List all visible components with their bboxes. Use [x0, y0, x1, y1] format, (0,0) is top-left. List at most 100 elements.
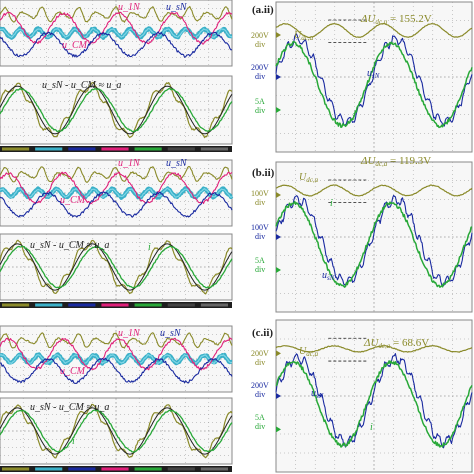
scale2-c: 200V [251, 381, 269, 390]
right-b-ch2-marker [276, 234, 281, 240]
left-b-bottom-i-trace [0, 245, 233, 289]
udc-label-b: Udc,a [299, 172, 319, 184]
right-c-ch1-marker [276, 350, 281, 357]
right-a-scope [275, 1, 473, 153]
left-c-bottom-status-swatch [2, 467, 30, 471]
right-b-ch1-marker [276, 192, 281, 198]
scale3-a: 5A [255, 97, 265, 106]
right-c-scope [275, 319, 473, 473]
scale2-a: 200V [251, 63, 269, 72]
usn-top-label-a: u_sN [166, 2, 188, 13]
i-left-c: i [72, 436, 75, 447]
right-b-i-trace [275, 200, 473, 288]
formula-a: u_sN - u_CM ≈ u_a [42, 80, 121, 91]
u1n-label-b: u_1N [118, 158, 141, 169]
delta-label-c: ΔUdc,a = 68.6V [363, 337, 429, 350]
right-a-labels: (a.ii) ΔUdc,a = 155.2V Udc,a 200V div 20… [251, 4, 432, 123]
i-left-a: i [68, 115, 71, 126]
usn-top-label-b: u_sN [166, 158, 188, 169]
div2-b: div [255, 232, 265, 241]
right-a-ch3-marker [276, 107, 281, 113]
div2-a: div [255, 72, 265, 81]
right-b-labels: (b.ii) ΔUdc,a = 119.3V Udc,a 100V div 10… [251, 155, 431, 282]
left-b-top-scope [0, 159, 234, 227]
left-a-bottom-ua-trace [0, 81, 233, 139]
scale1-b: 100V [251, 189, 269, 198]
right-b-ch3-marker [276, 267, 281, 273]
delta-label-a: ΔUdc,a = 155.2V [360, 13, 432, 26]
right-b-usn-trace [275, 194, 473, 287]
right-a-i-trace [275, 40, 473, 129]
left-c-top-u1n-trace [0, 332, 233, 349]
left-a-bottom-status-swatch [2, 147, 30, 151]
left-c-bottom-status-swatch [134, 467, 162, 471]
panel-id-c: (c.ii) [252, 327, 273, 339]
left-c-bottom-scope [0, 397, 233, 472]
formula-c: u_sN - u_CM ≈ u_a [30, 402, 109, 413]
usn-label-b: usN [322, 270, 335, 282]
left-a-labels: u_1N u_sN u_CM u_sN - u_CM ≈ u_a i [42, 2, 188, 126]
usn-label-a: usN [367, 68, 380, 80]
left-c-bottom-status-swatch [35, 467, 63, 471]
left-a-bottom-status-swatch [134, 147, 162, 151]
left-b-bottom-status-swatch [200, 303, 228, 307]
left-a-top-u1n-trace [0, 5, 233, 23]
right-c-ch2-marker [276, 392, 281, 399]
left-c-bottom-ua-trace [0, 403, 233, 459]
left-a-bottom-status-swatch [167, 147, 195, 151]
div1-a: div [255, 40, 265, 49]
left-c-bottom-status-swatch [101, 467, 129, 471]
i-left-b: i [148, 242, 151, 253]
u1n-label-c: u_1N [118, 328, 141, 339]
scale1-a: 200V [251, 31, 269, 40]
formula-b: u_sN - u_CM ≈ u_a [30, 240, 109, 251]
right-b-udc-trace [275, 184, 473, 197]
left-a-bottom-i-trace [0, 87, 233, 133]
left-a-bottom-status-swatch [200, 147, 228, 151]
left-c-bottom-status-swatch [68, 467, 96, 471]
scale1-c: 200V [251, 349, 269, 358]
left-c-top-scope [0, 325, 233, 393]
delta-label-b: ΔUdc,a = 119.3V [360, 155, 431, 168]
i-label-a: i [352, 112, 355, 123]
left-a-bottom-status-swatch [68, 147, 96, 151]
left-c-top-u-blue-trace [0, 357, 233, 384]
left-c-bottom-i-trace [0, 409, 233, 453]
div3-b: div [255, 265, 265, 274]
right-a-ch1-marker [276, 32, 281, 38]
div3-a: div [255, 106, 265, 115]
left-b-bottom-status-swatch [2, 303, 30, 307]
u1n-label-a: u_1N [118, 2, 141, 13]
right-b-scope [275, 161, 473, 313]
usn-top-label-c: u_sN [160, 328, 182, 339]
left-b-bottom-status-swatch [167, 303, 195, 307]
div1-b: div [255, 198, 265, 207]
left-a-bottom-scope [0, 75, 233, 152]
left-a-bottom-status-swatch [35, 147, 63, 151]
udc-label-a: Udc,a [294, 30, 314, 42]
left-c-bottom-status-swatch [200, 467, 228, 471]
left-b-bottom-status-swatch [101, 303, 129, 307]
left-b-top-u1n-trace [0, 165, 233, 183]
right-c-i-trace [275, 360, 473, 448]
div1-c: div [255, 358, 265, 367]
left-a-top-usn-trace [0, 11, 233, 45]
udc-label-c: Udc,a [299, 346, 319, 358]
right-c-ch3-marker [276, 426, 281, 433]
left-a-top-ucm-trace [0, 28, 233, 39]
right-c-labels: (c.ii) ΔUdc,a = 68.6V Udc,a 200V div 200… [251, 327, 429, 433]
left-a-top-scope [0, 0, 233, 67]
left-b-bottom-status-swatch [134, 303, 162, 307]
left-b-bottom-ref-trace [0, 243, 233, 291]
scale3-c: 5A [255, 413, 265, 422]
panel-id-b: (b.ii) [252, 167, 275, 179]
left-a-top-u-blue-trace [0, 31, 233, 58]
ucm-label-a: u_CM [62, 40, 88, 51]
right-a-usn-trace [275, 33, 473, 127]
left-a-bottom-status-swatch [101, 147, 129, 151]
left-c-bottom-status-swatch [167, 467, 195, 471]
left-b-bottom-scope [0, 233, 233, 308]
left-b-bottom-status-swatch [35, 303, 63, 307]
left-b-top-u-blue-trace [0, 191, 233, 218]
